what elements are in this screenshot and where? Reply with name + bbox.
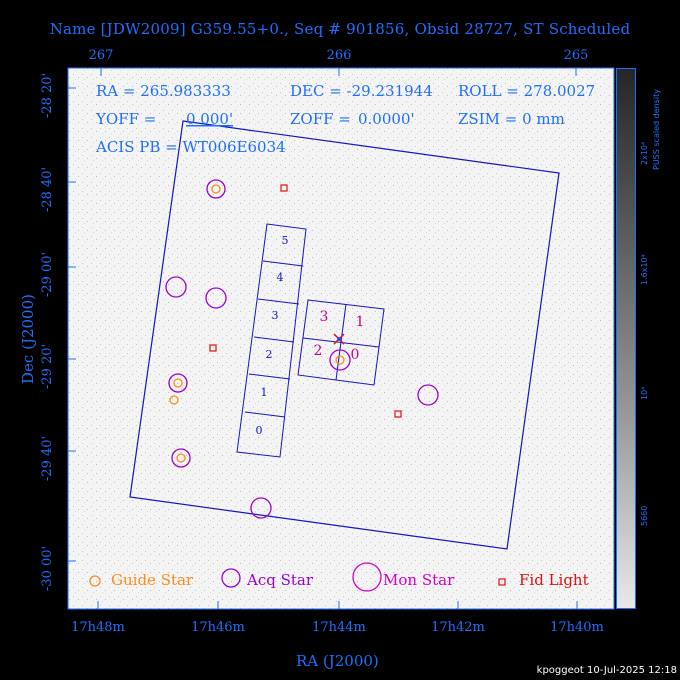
info-block: RA = 265.983333 DEC = -29.231944 ROLL = …	[95, 82, 595, 156]
legend-guide-label: Guide Star	[111, 571, 194, 589]
acq-star	[168, 373, 188, 393]
acq-star	[206, 179, 226, 199]
colorbar-tick-2e4: 2x10⁴	[640, 141, 649, 165]
guide-star	[335, 355, 345, 365]
chip-label-s0: 0	[256, 424, 263, 437]
footer-timestamp: kpoggeot 10-Jul-2025 12:18	[536, 665, 677, 676]
info-yoff-value: 0.000'	[186, 110, 233, 128]
fid-light	[209, 344, 217, 352]
info-acis: ACIS PB = WT006E6034	[95, 138, 286, 156]
legend-fid-label: Fid Light	[519, 571, 589, 589]
acis-s-divider	[248, 373, 291, 380]
info-zoff-value: 0.0000'	[358, 110, 415, 128]
acis-s-divider	[262, 260, 304, 267]
acq-star	[171, 448, 191, 468]
bottom-tick-17h42m: 17h42m	[431, 620, 485, 635]
chip-label-s5: 5	[282, 234, 289, 247]
info-yoff-label: YOFF =	[95, 110, 156, 128]
acis-i-labels: 3 1 2 0	[314, 309, 365, 363]
legend-guide-icon	[89, 575, 101, 587]
info-dec: DEC = -29.231944	[290, 82, 433, 100]
bottom-tick-17h48m: 17h48m	[71, 620, 125, 635]
acis-s-outline	[236, 223, 307, 458]
legend-fid-icon	[498, 578, 506, 586]
chip-label-s2: 2	[266, 348, 273, 361]
top-tick-265: 265	[563, 48, 589, 63]
x-axis-label: RA (J2000)	[296, 652, 379, 670]
colorbar	[616, 68, 636, 609]
legend-acq-icon	[221, 568, 241, 588]
axis-ticks	[68, 68, 578, 609]
fid-light	[394, 410, 402, 418]
legend-mon-icon	[352, 562, 382, 592]
info-roll: ROLL = 278.0027	[458, 82, 595, 100]
acis-s-divider	[257, 298, 300, 305]
chip-label-s4: 4	[277, 271, 284, 284]
guide-star	[169, 395, 179, 405]
guide-star	[173, 378, 183, 388]
acq-star	[205, 287, 227, 309]
top-tick-267: 267	[88, 48, 114, 63]
chip-label-i1: 1	[356, 314, 365, 330]
target-marker	[337, 337, 341, 341]
legend-mon-label: Mon Star	[383, 571, 455, 589]
acq-star	[250, 497, 272, 519]
acq-star	[165, 276, 187, 298]
info-zsim: ZSIM = 0 mm	[458, 110, 565, 128]
colorbar-tick-1.6e4: 1.6x10⁴	[640, 254, 649, 285]
info-ra: RA = 265.983333	[96, 82, 231, 100]
bottom-tick-17h46m: 17h46m	[191, 620, 245, 635]
fid-lights	[209, 184, 402, 418]
colorbar-title: PUSS scaled density	[652, 89, 661, 170]
acis-i-outline	[297, 299, 385, 386]
acq-star	[417, 384, 439, 406]
acis-i-divider	[302, 337, 380, 348]
field-of-view-outline	[129, 120, 560, 550]
acis-s-divider	[253, 336, 295, 343]
bottom-tick-17h44m: 17h44m	[312, 620, 366, 635]
guide-stars	[169, 184, 345, 463]
chip-label-i3: 3	[320, 309, 329, 325]
colorbar-tick-5660: 5660	[640, 505, 649, 526]
info-zoff-label: ZOFF =	[290, 110, 351, 128]
guide-star	[176, 453, 186, 463]
acis-s-array	[236, 223, 307, 458]
legend: Guide Star Acq Star Mon Star Fid Light	[89, 562, 589, 592]
fid-light	[280, 184, 288, 192]
top-tick-266: 266	[326, 48, 352, 63]
chip-label-i0: 0	[351, 347, 360, 363]
bottom-tick-17h40m: 17h40m	[550, 620, 604, 635]
plot-title: Name [JDW2009] G359.55+0., Seq # 901856,…	[49, 20, 631, 38]
chip-label-s3: 3	[272, 309, 279, 322]
acq-stars	[165, 179, 439, 519]
legend-acq-label: Acq Star	[246, 571, 314, 589]
chip-label-s1: 1	[261, 386, 268, 399]
acis-s-divider	[244, 411, 286, 418]
guide-star	[211, 184, 221, 194]
chip-label-i2: 2	[314, 343, 323, 359]
acis-s-labels: 5 4 3 2 1 0	[256, 234, 289, 437]
colorbar-tick-1e4: 10⁴	[640, 386, 649, 400]
acq-star	[329, 349, 351, 371]
